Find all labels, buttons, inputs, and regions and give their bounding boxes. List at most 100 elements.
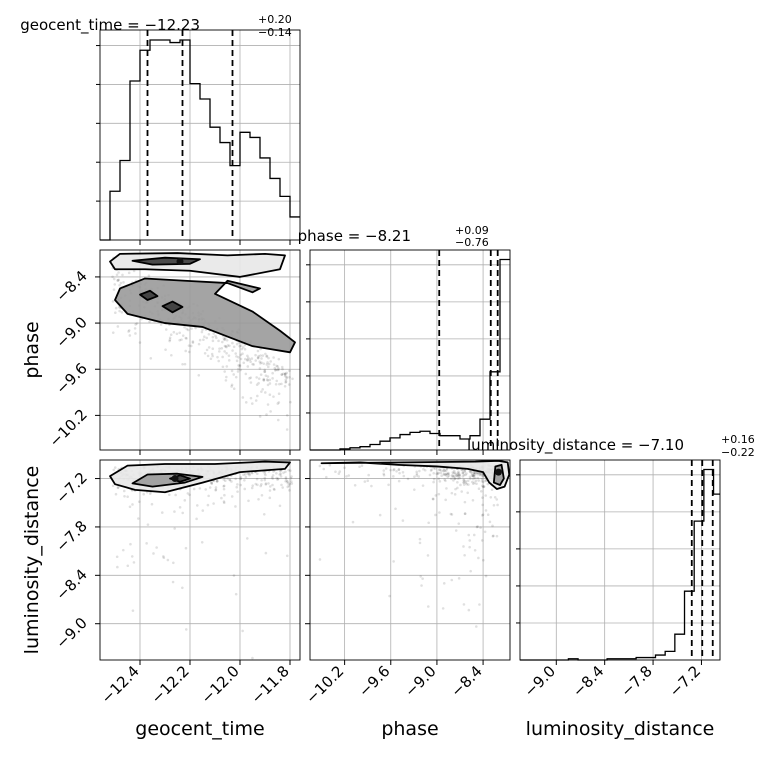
sample-point [148, 492, 152, 495]
sample-point [440, 474, 443, 478]
sample-point [420, 584, 423, 587]
sample-point [421, 484, 425, 487]
sample-point [222, 484, 226, 488]
sample-point [465, 472, 468, 475]
sample-point [287, 383, 291, 386]
sample-point [462, 479, 466, 482]
sample-point [428, 473, 432, 477]
sample-point [192, 487, 196, 491]
sample-point [275, 472, 278, 475]
sample-point [241, 629, 244, 633]
sample-point [198, 338, 202, 342]
sample-point [281, 367, 284, 371]
sample-point [271, 474, 275, 477]
sample-point [284, 380, 288, 383]
sample-point [191, 340, 195, 343]
sample-point [205, 336, 209, 340]
sample-point [244, 475, 248, 479]
sample-point [118, 309, 121, 313]
sample-point [264, 483, 268, 486]
sample-point [443, 469, 447, 473]
sample-point [275, 379, 279, 383]
sample-point [128, 505, 132, 509]
sample-point [246, 359, 249, 362]
sample-point [260, 390, 263, 393]
sample-point [337, 472, 341, 475]
sample-point [278, 473, 282, 476]
sample-point [210, 482, 214, 486]
panel-frame-geocent-time-luminosity-distance [99, 459, 301, 661]
sample-point [434, 494, 438, 497]
sample-point [214, 486, 218, 489]
sample-point [248, 472, 252, 476]
sample-point [111, 484, 115, 488]
sample-point [255, 383, 259, 387]
sample-point [250, 486, 254, 490]
xtick-label-geocent-time-2: −12.0 [198, 662, 243, 707]
sample-point [318, 558, 322, 561]
sample-point [347, 474, 351, 477]
sample-point [454, 472, 458, 476]
sample-point [198, 487, 202, 490]
sample-point [252, 363, 256, 366]
sample-point [370, 484, 373, 488]
sample-point [460, 490, 464, 493]
sample-point [486, 482, 490, 486]
sample-point [442, 582, 446, 585]
sample-point [473, 481, 476, 484]
sample-point [132, 269, 136, 273]
sample-point [235, 355, 238, 358]
sample-point [442, 472, 446, 476]
sample-point [474, 625, 478, 628]
sample-point [284, 470, 287, 474]
sample-point [257, 354, 260, 358]
sample-point [132, 561, 136, 564]
xtick-label-luminosity-distance-2: −7.8 [617, 662, 655, 700]
sample-point [118, 283, 121, 287]
sample-point [458, 473, 461, 477]
title-phase-text: phase = −8.21 [298, 227, 411, 245]
sample-point [126, 495, 129, 499]
sample-point [115, 273, 119, 277]
sample-point [211, 335, 215, 339]
sample-point [441, 469, 445, 473]
sample-point [186, 328, 190, 332]
sample-point [238, 365, 242, 368]
contour-geocent-time-vs-phase-0 [109, 252, 286, 278]
sample-point [130, 555, 134, 558]
sample-point [463, 553, 466, 557]
sample-point [475, 471, 479, 475]
sample-point [291, 377, 294, 381]
sample-point [172, 330, 176, 334]
sample-point [197, 374, 201, 377]
sample-point [257, 377, 261, 380]
sample-point [481, 480, 485, 484]
sample-point [423, 468, 427, 472]
sample-point [481, 484, 484, 488]
sample-point [234, 352, 238, 355]
sample-point [146, 523, 150, 526]
sample-point [217, 359, 221, 363]
sample-point [366, 479, 370, 483]
sample-point [216, 355, 219, 359]
sample-point [288, 369, 291, 373]
ytick-label-luminosity-distance-2: −7.8 [52, 517, 90, 555]
xtick-label-luminosity-distance-3: −7.2 [666, 662, 704, 700]
sample-point [479, 472, 483, 476]
sample-point [272, 470, 275, 473]
sample-point [189, 344, 193, 348]
sample-point [234, 592, 238, 596]
panel-frame-phase-luminosity-distance [309, 459, 511, 661]
sample-point [262, 377, 266, 381]
sample-point [277, 368, 280, 372]
sample-point [285, 376, 289, 380]
sample-point [275, 476, 279, 480]
sample-point [117, 486, 120, 489]
xtick-label-geocent-time-0: −12.4 [98, 662, 143, 707]
sample-point [384, 467, 388, 470]
sample-point [438, 468, 442, 472]
sample-point [284, 479, 287, 483]
sample-point [249, 360, 252, 364]
sample-point [345, 475, 348, 478]
sample-point [397, 468, 401, 472]
